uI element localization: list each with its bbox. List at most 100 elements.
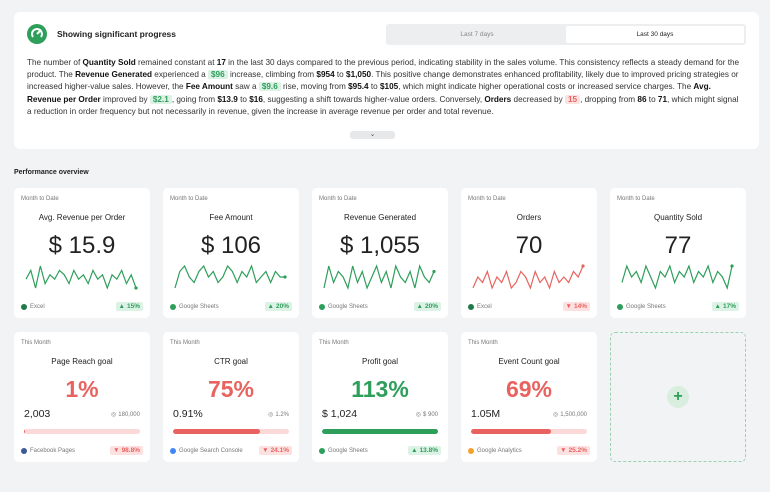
card-footer: Facebook Pages ▼ 98.8% <box>21 446 143 455</box>
goal-value: 1.2% <box>275 412 289 418</box>
change-badge: ▲ 20% <box>413 302 441 311</box>
sparkline-end <box>730 264 734 268</box>
progress-track <box>471 429 587 434</box>
sparkline <box>174 264 287 289</box>
goal-target: ◎ 1.2% <box>268 411 289 418</box>
card-footer: Google Sheets ▲ 20% <box>319 302 441 311</box>
goal-card: This Month Profit goal 113% $ 1,024 ◎ $ 900 Go… <box>312 332 448 462</box>
change-badge: ▲ 20% <box>264 302 292 311</box>
period: This Month <box>170 340 200 346</box>
current-value: 1.05M <box>471 408 501 420</box>
goal-icon: ◎ <box>553 412 559 418</box>
arrow: ▲ <box>416 303 423 310</box>
bold-text: 86 <box>637 94 647 104</box>
sparkline-line <box>25 265 137 290</box>
sparkline <box>323 264 436 290</box>
highlight: $2.1 <box>149 94 172 104</box>
expand-button[interactable]: ⌄ <box>350 131 395 139</box>
current-value: 2,003 <box>24 408 51 420</box>
progress-track <box>322 429 438 434</box>
current-value: 0.91% <box>173 408 203 420</box>
source-icon <box>319 447 325 454</box>
text: in the last 30 days compared to the prev… <box>27 58 740 80</box>
source: Google Sheets <box>626 303 666 310</box>
period: Month to Date <box>319 196 357 202</box>
bold-text: $1,050 <box>346 70 372 80</box>
goal-card: This Month CTR goal 75% 0.91% ◎ 1.2% Google Se… <box>163 332 299 462</box>
metric-value: $ 15.9 <box>48 232 116 259</box>
text: to <box>646 94 658 104</box>
sparkline-end <box>283 275 287 279</box>
text: to <box>237 94 250 104</box>
source: Google Sheets <box>179 303 219 310</box>
progress-bar <box>173 429 260 434</box>
bold-text: $95.4 <box>348 82 369 92</box>
change: 98.8% <box>121 447 140 454</box>
change-badge: ▲ 17% <box>711 302 739 311</box>
metric-title: Revenue Generated <box>343 213 417 222</box>
text: , dropping from <box>580 94 638 104</box>
goal-target: ◎ 180,000 <box>111 411 140 418</box>
card-footer: Google Sheets ▲ 20% <box>170 302 292 311</box>
goal-card: This Month Page Reach goal 1% 2,003 ◎ 180,000… <box>14 332 150 462</box>
text: to <box>334 70 347 80</box>
goal-target: ◎ 1,500,000 <box>553 411 587 418</box>
text: remained constant at <box>135 58 217 67</box>
change: 20% <box>275 303 289 310</box>
sparkline-line <box>621 264 733 290</box>
goal-title: Event Count goal <box>498 357 560 366</box>
goal-percent: 75% <box>207 376 255 402</box>
source: Google Sheets <box>328 303 368 310</box>
text: increase, climbing from <box>227 70 317 80</box>
sparkline <box>621 264 734 290</box>
text: The number of <box>27 58 83 67</box>
change-badge: ▲ 15% <box>115 302 143 311</box>
card-footer: Google Analytics ▼ 25.2% <box>468 446 590 455</box>
arrow: ▼ <box>560 447 567 454</box>
add-card[interactable]: + <box>610 332 746 462</box>
change-badge: ▼ 14% <box>562 302 590 311</box>
bold-text: 71 <box>657 94 668 104</box>
change: 15% <box>126 303 140 310</box>
section-title: Performance overview <box>14 169 89 176</box>
goal-percent: 69% <box>505 376 553 402</box>
text: , which might indicate higher operationa… <box>398 82 694 92</box>
arrow: ▼ <box>565 303 572 310</box>
goal-icon: ◎ <box>415 412 421 418</box>
change: 13.8% <box>419 447 438 454</box>
bold-text: Quantity Sold <box>82 58 136 67</box>
sparkline <box>472 264 585 290</box>
metric-card: Month to Date Revenue Generated $ 1,055 Goo… <box>312 188 448 318</box>
card-footer: Excel ▲ 15% <box>21 302 143 311</box>
summary-title: Showing significant progress <box>57 29 177 39</box>
bold-text: Revenue Generated <box>75 70 152 80</box>
highlight: $9.6 <box>258 82 281 92</box>
source: Google Analytics <box>477 447 522 454</box>
text: decreased by <box>511 94 565 104</box>
source-icon <box>617 303 623 310</box>
bold-text: 17 <box>216 58 226 67</box>
tab[interactable]: Last 30 days <box>566 26 744 43</box>
bold-text: Orders <box>484 94 512 104</box>
progress-track <box>24 429 140 434</box>
arrow: ▼ <box>113 447 120 454</box>
tab[interactable]: Last 7 days <box>460 31 494 38</box>
arrow: ▼ <box>262 447 269 454</box>
goal-value: 180,000 <box>118 412 140 418</box>
metric-card: Month to Date Fee Amount $ 106 Google Sheet… <box>163 188 299 318</box>
period: Month to Date <box>170 196 208 202</box>
source-icon <box>170 447 176 454</box>
change-badge: ▼ 98.8% <box>110 446 143 455</box>
text: . This positive change demonstrates enha… <box>27 70 739 92</box>
goal-target: ◎ $ 900 <box>416 411 438 418</box>
card-footer: Google Sheets ▲ 13.8% <box>319 446 441 455</box>
source-icon <box>21 447 27 454</box>
metric-card: Month to Date Quantity Sold 77 Google Sheet… <box>610 188 746 318</box>
metric-title: Orders <box>516 213 542 222</box>
change: 20% <box>424 303 438 310</box>
tabs: Last 7 days Last 30 days <box>386 24 746 45</box>
progress-bar <box>471 429 552 434</box>
period: This Month <box>21 340 51 346</box>
source-icon <box>468 447 474 454</box>
source-icon <box>319 303 325 310</box>
